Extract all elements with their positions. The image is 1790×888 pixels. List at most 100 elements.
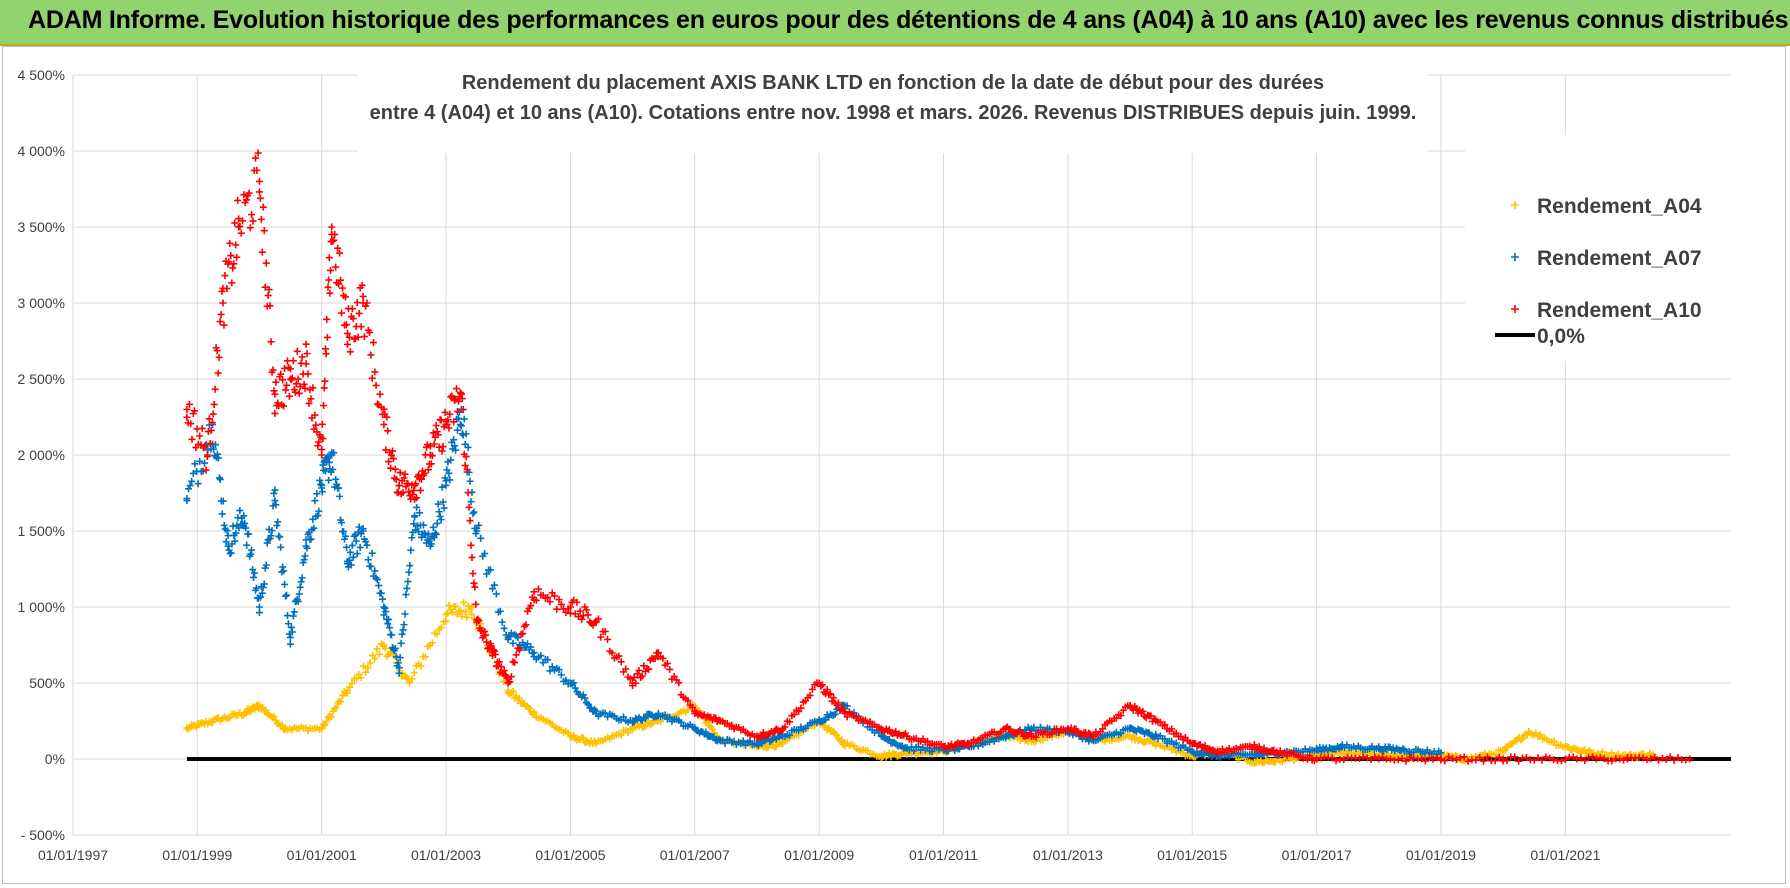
data-point [438,483,446,491]
data-point [579,734,587,742]
legend-marker-Rendement_A04 [1511,201,1519,209]
data-point [1355,755,1363,763]
data-point [1662,756,1670,764]
data-point [1027,725,1035,733]
data-point [301,384,309,392]
data-point [387,464,395,472]
data-point [292,380,300,388]
data-point [286,365,294,373]
x-tick-label: 01/01/2001 [287,847,357,863]
data-point [196,457,204,465]
data-point [1332,757,1340,765]
data-point [615,652,623,660]
data-point [1371,753,1379,761]
data-point [298,574,306,582]
data-point [248,211,256,219]
data-point [332,704,340,712]
data-point [537,652,545,660]
data-point [193,723,201,731]
data-point [253,166,261,174]
data-point [254,149,262,157]
data-point [1499,747,1507,755]
data-point [205,415,213,423]
data-point [1670,756,1678,764]
data-point [467,498,475,506]
data-point [324,283,332,291]
data-point [362,668,370,676]
data-point [831,710,839,718]
data-point [500,667,508,675]
data-point [240,512,248,520]
data-point [1126,732,1134,740]
title-background [358,63,1428,153]
data-point [488,642,496,650]
data-point [313,490,321,498]
data-point [557,671,565,679]
data-point [261,283,269,291]
data-point [524,640,532,648]
data-point [318,481,326,489]
data-point [296,383,304,391]
data-point [417,662,425,670]
data-point [910,747,918,755]
data-point [318,451,326,459]
data-point [795,727,803,735]
data-point [405,488,413,496]
data-point [335,280,343,288]
data-point [242,196,250,204]
data-point [1112,714,1120,722]
data-point [739,737,747,745]
data-point [309,384,317,392]
data-point [488,649,496,657]
data-point [1515,757,1523,765]
data-point [1283,752,1291,760]
data-point [1359,753,1367,761]
data-point [271,497,279,505]
data-point [507,673,515,681]
data-point [325,476,333,484]
data-point [578,615,586,623]
x-tick-label: 01/01/2015 [1157,847,1227,863]
data-point [266,302,274,310]
data-point [320,402,328,410]
data-point [352,537,360,545]
data-point [209,410,217,418]
data-point [601,709,609,717]
data-point [321,377,329,385]
series-Rendement_A10 [183,149,1694,765]
data-point [401,470,409,478]
data-point [446,410,454,418]
data-point [1375,755,1383,763]
data-point [321,467,329,475]
data-point [797,704,805,712]
data-point [187,420,195,428]
data-point [852,712,860,720]
data-point [218,510,226,518]
data-point [1421,757,1429,765]
y-tick-label: 3 000% [18,295,65,311]
data-point [355,309,363,317]
data-point [359,662,367,670]
data-point [522,621,530,629]
data-point [1002,732,1010,740]
data-point [289,357,297,365]
data-point [277,370,285,378]
data-point [216,475,224,483]
data-point [815,679,823,687]
data-point [1375,744,1383,752]
data-point [341,532,349,540]
data-point [431,529,439,537]
data-point [328,223,336,231]
data-point [1394,756,1402,764]
data-point [240,191,248,199]
data-point [349,315,357,323]
data-point [456,389,464,397]
data-point [224,532,232,540]
data-point [213,450,221,458]
data-point [464,443,472,451]
data-point [271,409,279,417]
data-point [211,385,219,393]
data-point [208,419,216,427]
data-point [452,446,460,454]
legend-background [1465,135,1733,361]
